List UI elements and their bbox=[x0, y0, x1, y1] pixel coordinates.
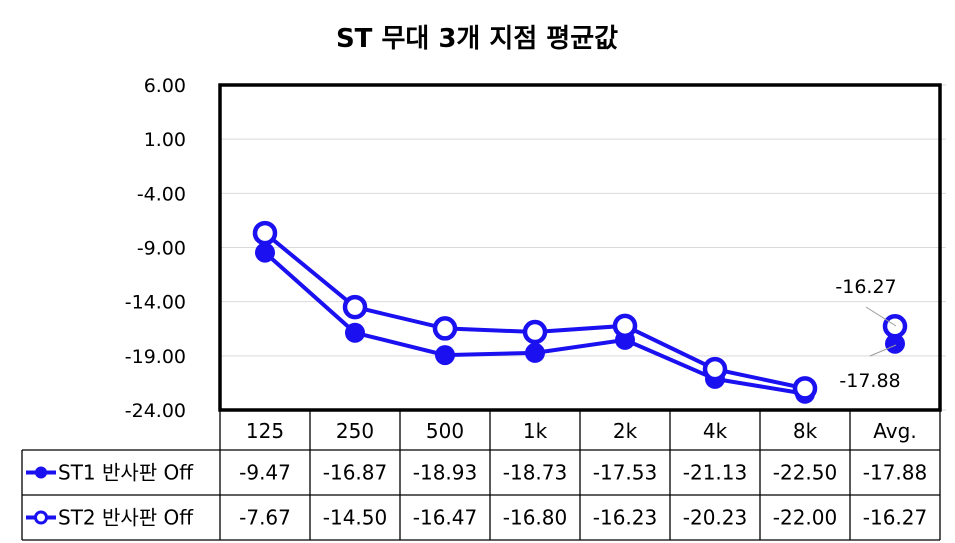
gridlines bbox=[220, 84, 946, 411]
x-category-label: 250 bbox=[336, 419, 374, 443]
data-label: -18.73 bbox=[503, 461, 567, 485]
y-tick-label: -24.00 bbox=[125, 400, 186, 422]
y-tick-label: -14.00 bbox=[125, 292, 186, 314]
x-category-label: 125 bbox=[246, 419, 284, 443]
annotation-st1-avg: -17.88 bbox=[839, 370, 900, 392]
point-st2 bbox=[342, 294, 368, 320]
point-st1 bbox=[525, 342, 545, 363]
x-category-label: 1k bbox=[523, 419, 548, 443]
data-label: -21.13 bbox=[683, 461, 747, 485]
point-st1 bbox=[255, 242, 275, 263]
legend-marker-filled-circle bbox=[35, 466, 47, 479]
chart-title: ST 무대 3개 지점 평균값 bbox=[336, 24, 618, 54]
data-label: -7.67 bbox=[239, 506, 291, 530]
annotation-leader-st2 bbox=[865, 306, 897, 327]
data-label: -16.47 bbox=[413, 506, 477, 530]
legend-marker-hollow-circle bbox=[34, 510, 48, 525]
x-category-label: Avg. bbox=[873, 419, 916, 443]
legend-label-st1: ST1 반사판 Off bbox=[58, 461, 194, 485]
y-tick-label: 6.00 bbox=[144, 75, 186, 97]
annotation-st2-avg: -16.27 bbox=[835, 276, 896, 298]
y-tick-label: 1.00 bbox=[144, 129, 186, 151]
data-label: -20.23 bbox=[683, 506, 747, 530]
data-label: -18.93 bbox=[413, 461, 477, 485]
x-category-label: 4k bbox=[703, 419, 728, 443]
point-st1 bbox=[345, 322, 365, 343]
data-label: -16.23 bbox=[593, 506, 657, 530]
point-st2 bbox=[522, 319, 548, 345]
point-st2 bbox=[702, 356, 728, 382]
data-label: -14.50 bbox=[323, 506, 387, 530]
avg-annotations: -16.27 -17.88 bbox=[835, 276, 900, 392]
point-st2 bbox=[882, 314, 908, 339]
x-category-label: 8k bbox=[793, 419, 818, 443]
legend-label-st2: ST2 반사판 Off bbox=[58, 506, 194, 530]
data-label: -17.53 bbox=[593, 461, 657, 485]
data-label: -17.88 bbox=[863, 461, 927, 485]
data-table: 125 250 500 1k 2k 4k 8k Avg. ST1 반사판 Off -9.47 -16… bbox=[21, 410, 941, 541]
y-tick-label: -19.00 bbox=[125, 346, 186, 368]
data-label: -16.80 bbox=[503, 506, 567, 530]
point-st2 bbox=[432, 316, 458, 341]
data-label: -9.47 bbox=[239, 461, 291, 485]
data-label: -22.00 bbox=[773, 506, 837, 530]
data-label: -16.87 bbox=[323, 461, 387, 485]
annotation-leader-st1 bbox=[869, 344, 897, 357]
x-category-label: 2k bbox=[613, 419, 638, 443]
point-st2 bbox=[612, 313, 638, 339]
point-st1 bbox=[435, 345, 455, 366]
y-tick-label: -9.00 bbox=[137, 238, 186, 260]
data-label: -16.27 bbox=[863, 506, 927, 530]
series-points bbox=[252, 220, 908, 404]
point-st1 bbox=[885, 333, 905, 354]
y-tick-label: -4.00 bbox=[137, 183, 186, 205]
y-axis-ticks: 6.00 1.00 -4.00 -9.00 -14.00 -19.00 -24.00 bbox=[125, 75, 186, 422]
x-category-label: 500 bbox=[426, 419, 464, 443]
data-label: -22.50 bbox=[773, 461, 837, 485]
point-st2 bbox=[792, 376, 818, 401]
point-st2 bbox=[252, 220, 278, 246]
